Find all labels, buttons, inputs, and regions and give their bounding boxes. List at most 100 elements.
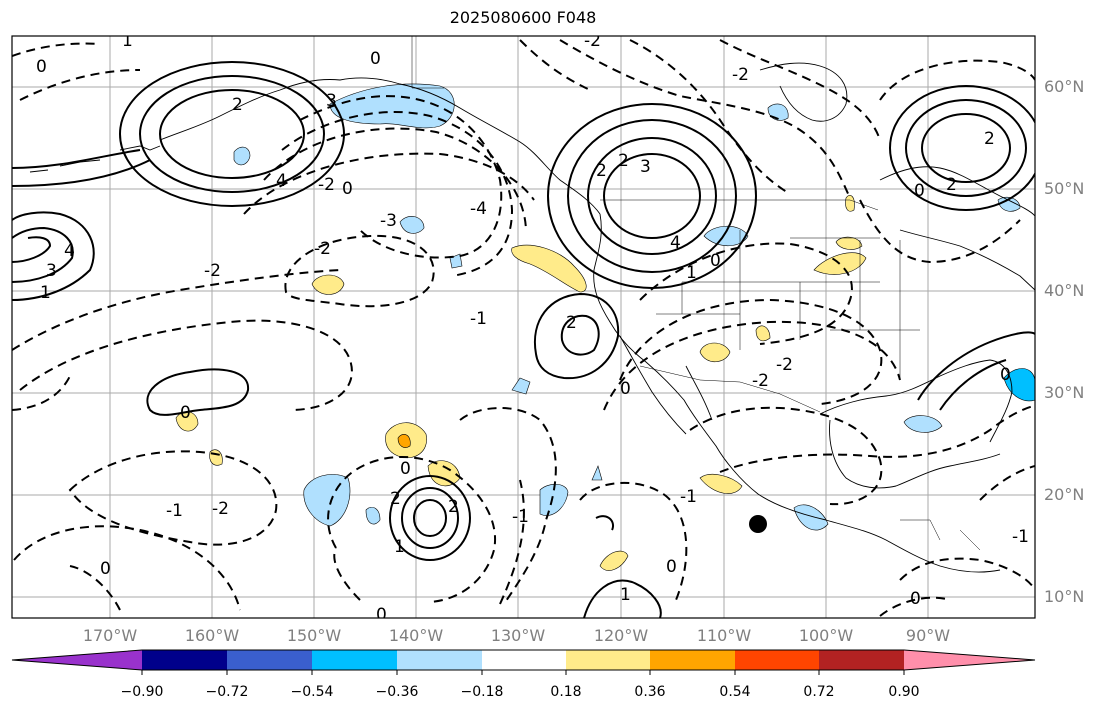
gulf-of-mexico-coast	[819, 359, 1013, 489]
blue-patch-mexico	[793, 504, 829, 531]
contour-label: 2	[596, 161, 607, 181]
contour-label: 0	[370, 49, 381, 69]
lon-label: 160°W	[184, 626, 240, 645]
lat-label: 30°N	[1044, 383, 1085, 402]
contour-label: -2	[204, 261, 221, 281]
lat-label: 60°N	[1044, 77, 1085, 96]
contour-label: 0	[180, 403, 191, 423]
colorbar-tick-label: 0.18	[550, 684, 582, 700]
lon-label: 90°W	[905, 626, 951, 645]
contour-label: 1	[620, 585, 631, 605]
contour-label: 2	[618, 151, 629, 171]
colorbar-cell	[819, 650, 904, 670]
coastlines	[29, 62, 1035, 573]
contour-label: -2	[212, 499, 229, 519]
map-background	[12, 36, 1035, 618]
contour-label: -2	[318, 175, 335, 195]
map-frame	[11, 35, 1036, 619]
colorbar-cell	[312, 650, 397, 670]
colorbar-cell	[142, 650, 227, 670]
blue-patch-small	[997, 196, 1021, 212]
contour-label: 3	[326, 91, 337, 111]
contour-label: -2	[314, 239, 331, 259]
contour-label: 2	[566, 313, 577, 333]
baja-california	[619, 335, 713, 435]
contour-label: 1	[394, 537, 405, 557]
blue-patch-small	[511, 377, 531, 395]
colorbar-cell	[735, 650, 819, 670]
lon-label: 170°W	[82, 626, 138, 645]
blue-patch-gulf-alaska	[329, 83, 455, 129]
contour-label: 0	[914, 181, 925, 201]
colorbar-cell	[566, 650, 650, 670]
blue-patch-small	[399, 216, 425, 234]
lat-label: 50°N	[1044, 179, 1085, 198]
contour-label: -2	[584, 31, 601, 51]
contour-label: 3	[46, 261, 57, 281]
colorbar-cell	[482, 650, 566, 670]
contour-label: 0	[666, 557, 677, 577]
contour-label: 0	[910, 589, 921, 609]
anomaly-shading	[175, 83, 1035, 571]
contour-label: 0	[620, 379, 631, 399]
contour-label: 4	[276, 171, 287, 191]
contour-labels: 1 0 0 3 2 4 -2 0 -3 -4 -2 -2 4 3 1 -1 0 …	[36, 31, 1029, 618]
blue-patch-small	[591, 465, 603, 481]
contour-label: 2	[448, 497, 459, 517]
contour-label: 1	[40, 283, 51, 303]
contour-label: -3	[380, 211, 397, 231]
blue-patch-small	[233, 146, 251, 166]
contour-label: -1	[470, 309, 487, 329]
political-borders	[411, 36, 981, 551]
contour-label: -1	[1012, 527, 1029, 547]
contour-label: 0	[710, 251, 721, 271]
lat-label: 40°N	[1044, 281, 1085, 300]
orange-patch	[397, 434, 411, 448]
contour-label: 0	[342, 179, 353, 199]
contour-label: 1	[686, 263, 697, 283]
colorbar-tick-label: 0.36	[634, 684, 666, 700]
blue-patch-florida	[1003, 368, 1035, 402]
map-title: 2025080600 F048	[449, 8, 597, 27]
colorbar-tick-label: −0.18	[460, 684, 504, 700]
colorbar-tick-label: −0.36	[375, 684, 419, 700]
colorbar-cell	[12, 650, 142, 670]
lon-label: 150°W	[286, 626, 342, 645]
yellow-patch-small	[311, 274, 345, 295]
contour-label: -2	[732, 65, 749, 85]
alaska-coast	[159, 77, 601, 215]
lon-label: 130°W	[490, 626, 546, 645]
contour-label: 0	[36, 57, 47, 77]
contour-label: -2	[776, 355, 793, 375]
contour-label: 1	[122, 31, 133, 51]
yellow-patch-small	[599, 550, 629, 571]
lon-label: 140°W	[388, 626, 444, 645]
colorbar-tick-label: 0.54	[719, 684, 751, 700]
lat-label: 10°N	[1044, 587, 1085, 606]
contour-label: -1	[166, 501, 183, 521]
storm-marker	[749, 515, 767, 533]
blue-patch-small	[903, 415, 943, 433]
contour-label: -4	[470, 199, 487, 219]
contour-label: 4	[64, 241, 75, 261]
contour-label: 0	[100, 559, 111, 579]
contour-label: -2	[752, 371, 769, 391]
colorbar-cell	[904, 650, 1035, 670]
contours-positive	[12, 61, 1035, 618]
contour-label: -1	[512, 507, 529, 527]
colorbar-cell	[227, 650, 312, 670]
colorbar-cell	[650, 650, 735, 670]
lon-label: 100°W	[798, 626, 854, 645]
west-coast-us	[593, 213, 1001, 573]
lat-label: 20°N	[1044, 485, 1085, 504]
yellow-patch-small	[845, 195, 855, 212]
colorbar-tick-label: 0.72	[803, 684, 835, 700]
yellow-patch-small	[755, 325, 771, 342]
colorbar-tick-label: −0.54	[290, 684, 334, 700]
lon-label: 110°W	[696, 626, 752, 645]
blue-patch-small	[365, 507, 381, 525]
contour-label: 2	[946, 175, 957, 195]
contour-label: 2	[390, 489, 401, 509]
colorbar-tick-label: 0.90	[888, 684, 920, 700]
